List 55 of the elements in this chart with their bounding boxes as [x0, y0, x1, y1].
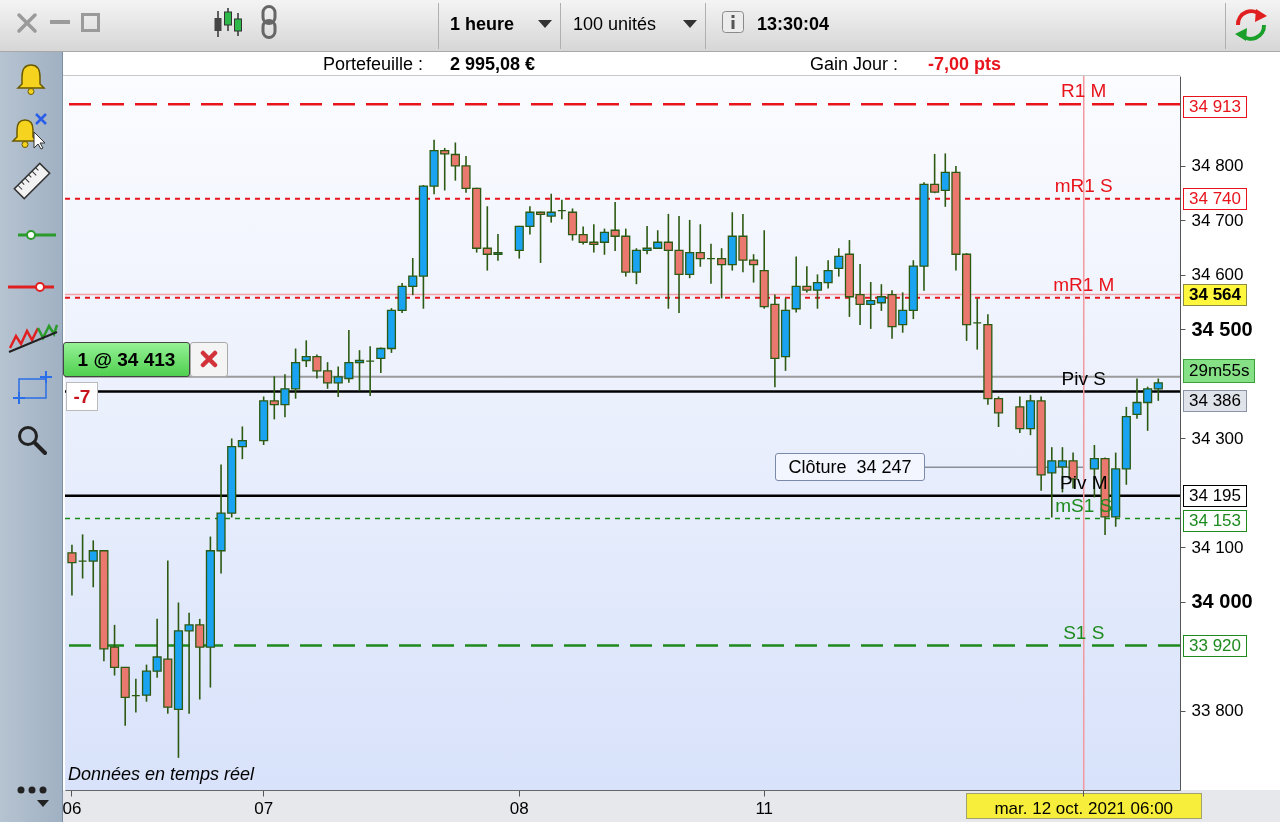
text: 34 564: [1183, 283, 1247, 306]
text: 34 386: [1183, 389, 1247, 412]
candlestick: [141, 663, 152, 703]
x-tick-label: 07: [254, 798, 274, 818]
candlestick: [109, 624, 120, 677]
text: 33 920: [1183, 634, 1247, 657]
y-tick-label: 34 800: [1191, 156, 1244, 176]
x-tick-label: mar. 12 oct. 2021 06:00: [994, 798, 1174, 818]
candlestick: [237, 425, 247, 460]
text: 34 153: [1183, 509, 1247, 532]
text: Gain Jour :: [810, 53, 899, 75]
text: 34 195: [1183, 484, 1247, 507]
x-tick-label: 08: [509, 798, 529, 818]
text: 13:30:04: [757, 13, 830, 35]
y-tick-label: 34 600: [1191, 265, 1244, 285]
candlestick: [546, 192, 556, 224]
text: 1 heure: [450, 13, 515, 35]
candlestick: [717, 247, 727, 300]
y-tick-label: 34 000: [1191, 590, 1253, 613]
x-tick-label: 06: [62, 798, 82, 818]
text: 34 913: [1183, 96, 1247, 119]
text: -7,00 pts: [928, 53, 1002, 75]
candlestick: [67, 543, 77, 597]
ref-line-label: mR1 S: [1054, 174, 1113, 196]
ref-line-label: mR1 M: [1053, 273, 1115, 295]
x-tick-label: 11: [755, 798, 774, 818]
candlestick: [376, 346, 386, 374]
ref-line-label: R1 M: [1061, 80, 1107, 102]
ref-line-label: Piv S: [1061, 367, 1106, 389]
candlestick: [695, 223, 705, 268]
candlestick: [1153, 377, 1163, 402]
candlestick: [812, 273, 823, 310]
candlestick: [567, 207, 578, 242]
y-tick-label: 33 800: [1191, 701, 1244, 721]
candlestick: [993, 395, 1004, 428]
y-tick-label: 34 300: [1191, 428, 1244, 448]
legend-label: 1 @ 34 413: [63, 341, 190, 377]
candlestick: [823, 259, 833, 290]
text: 2 995,08 €: [450, 53, 536, 75]
annotation: Données en temps réel: [68, 763, 255, 785]
ref-line-label: S1 S: [1063, 621, 1105, 643]
text: 29m55s: [1183, 358, 1256, 383]
text: 34 740: [1183, 187, 1247, 210]
ref-line-label: Clôture 34 247: [775, 453, 925, 482]
candlestick: [1015, 395, 1025, 434]
annotation: -7: [66, 381, 98, 411]
candlestick: [599, 227, 610, 256]
y-tick-label: 34 700: [1191, 210, 1244, 230]
candlestick: [354, 349, 365, 392]
candlestick: [322, 361, 333, 390]
y-tick-label: 34 500: [1191, 317, 1253, 340]
text: 100 unités: [573, 13, 657, 35]
text: Portefeuille :: [323, 53, 424, 75]
candlestick: [834, 247, 844, 278]
y-tick-label: 34 100: [1191, 537, 1244, 557]
